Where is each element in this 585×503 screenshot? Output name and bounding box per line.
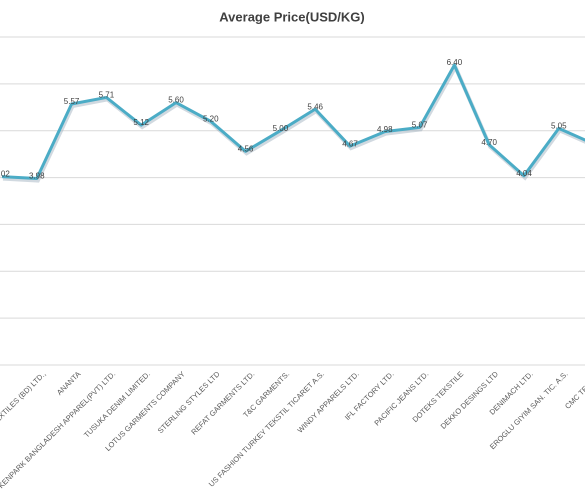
data-label: 5.46: [307, 102, 323, 111]
data-label: 4.70: [481, 138, 497, 147]
data-label: 4.04: [516, 169, 532, 178]
x-tick-label: DEKKO DESINGS LTD: [439, 369, 501, 431]
data-label: 6.40: [447, 58, 463, 67]
data-label: 4.02: [0, 170, 10, 179]
data-label: 4.67: [342, 139, 358, 148]
data-label: 5.60: [168, 96, 184, 105]
data-label: 5.71: [99, 91, 115, 100]
data-label: 5.07: [412, 121, 428, 130]
data-label: 5.57: [64, 97, 80, 106]
chart-title: Average Price(USD/KG): [219, 9, 364, 24]
data-label: 5.00: [273, 124, 289, 133]
data-label: 4.56: [238, 144, 254, 153]
x-tick-label: WINDY APPARELS LTD.: [296, 369, 361, 434]
data-label: 5.20: [203, 114, 219, 123]
data-label: 5.05: [551, 121, 567, 130]
x-tick-label: ANANTA: [55, 369, 82, 396]
x-tick-label: REFAT GARMENTS LTD.: [189, 369, 256, 436]
data-label: 4.98: [377, 125, 393, 134]
line: [1, 63, 585, 181]
data-label: 3.98: [29, 172, 45, 181]
x-tick-label: TUSUKA DENIM LIMITED.: [82, 369, 152, 439]
x-tick-label: STERLING STYLES LTD: [156, 369, 222, 435]
data-label: 5.12: [133, 118, 149, 127]
